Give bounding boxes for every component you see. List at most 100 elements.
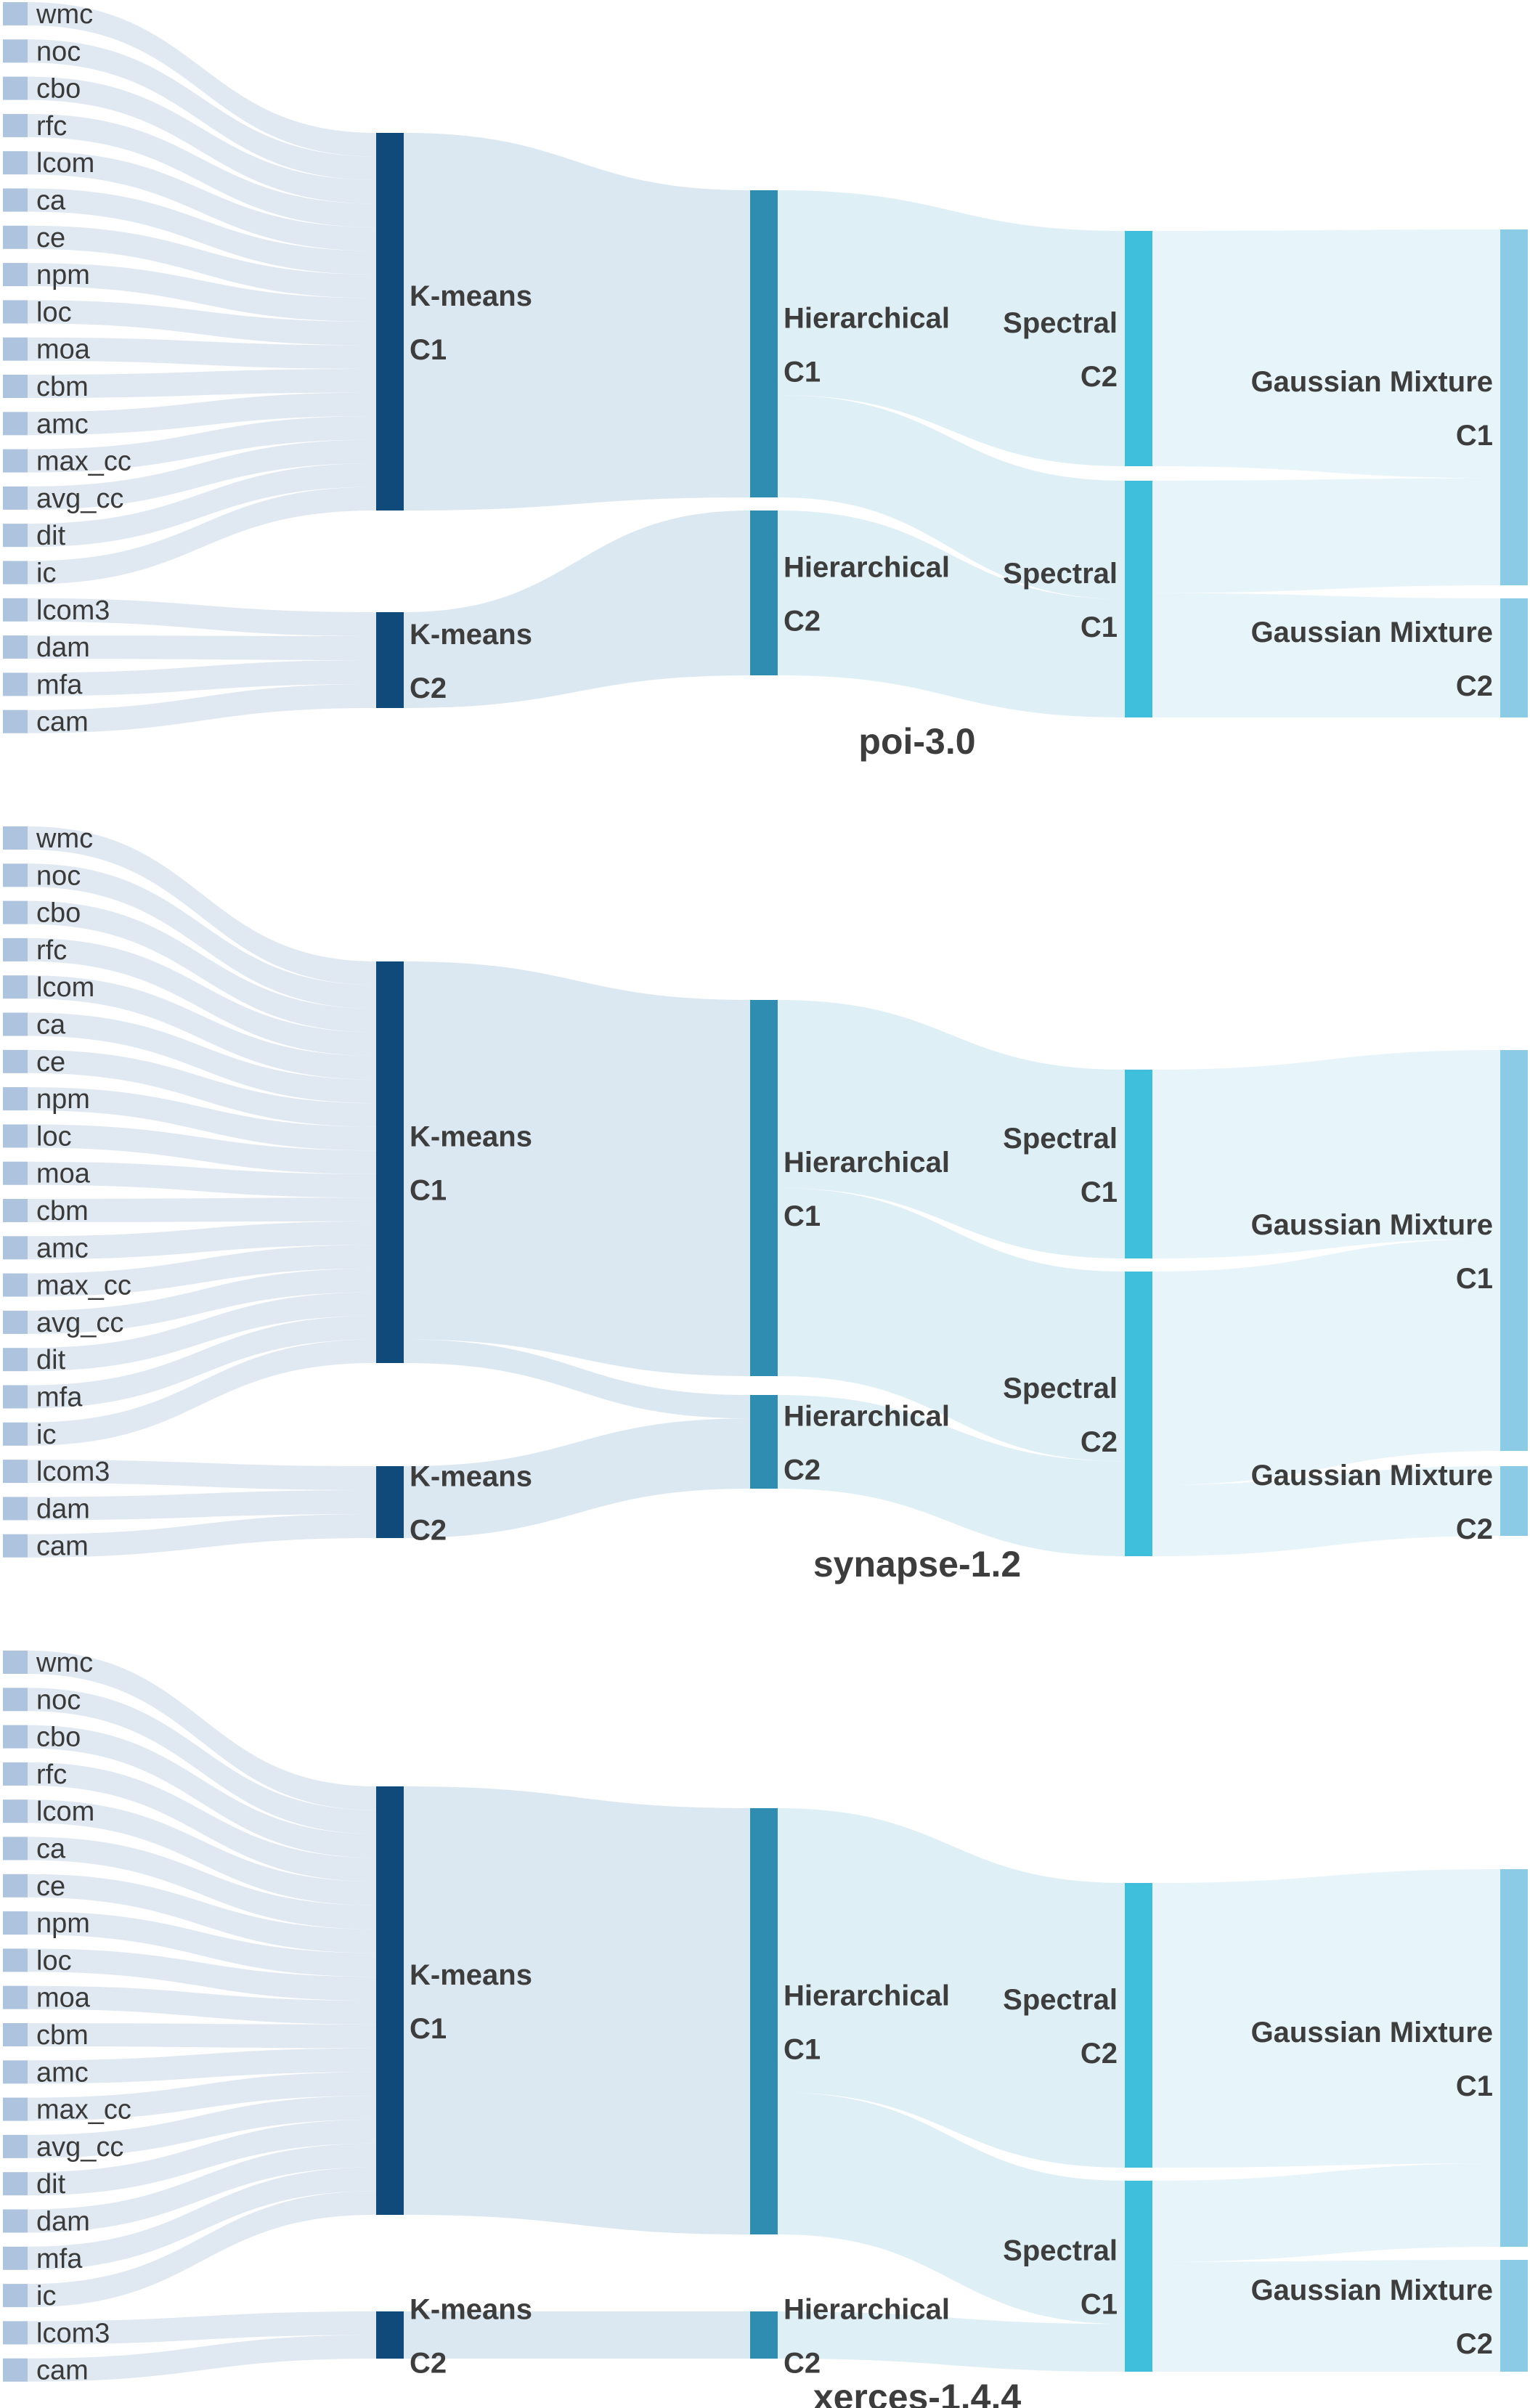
feature-label-cbm: cbm	[36, 372, 89, 402]
link-ce-to-kmeans	[28, 1874, 376, 1953]
feature-label-moa: moa	[36, 335, 91, 365]
link-lcom3-to-kmeans	[28, 2311, 376, 2345]
feature-label-wmc: wmc	[36, 1648, 93, 1678]
feature-node-npm	[3, 263, 28, 287]
feature-node-avg_cc	[3, 486, 28, 510]
feature-label-avg_cc: avg_cc	[36, 2132, 123, 2163]
link-lcom-to-kmeans	[28, 151, 376, 251]
feature-node-npm	[3, 1087, 28, 1111]
diagram-title-1: poi-3.0	[858, 721, 975, 762]
feature-node-amc	[3, 1236, 28, 1260]
hierarchical-label-2-cluster: C2	[784, 606, 821, 638]
feature-node-max_cc	[3, 2097, 28, 2121]
feature-label-dit: dit	[36, 521, 66, 551]
feature-node-mfa	[3, 1385, 28, 1409]
feature-node-lcom3	[3, 598, 28, 622]
spectral-gmm-link-2-2	[1152, 1466, 1500, 1556]
feature-label-rfc: rfc	[36, 1760, 67, 1790]
hierarchical-label-2-name: Hierarchical	[784, 1401, 950, 1433]
kmeans-label-2-cluster: C2	[410, 1515, 447, 1547]
kmeans-node-2	[376, 2311, 404, 2359]
links-layer	[28, 2, 1500, 2382]
feature-label-cbm: cbm	[36, 2020, 89, 2051]
link-cbo-to-kmeans	[28, 76, 376, 204]
feature-label-npm: npm	[36, 1084, 90, 1115]
feature-label-cam: cam	[36, 1532, 89, 1562]
feature-label-lcom: lcom	[36, 148, 94, 179]
feature-node-mfa	[3, 2246, 28, 2270]
spectral-label-2-cluster: C1	[1081, 611, 1118, 643]
link-ce-to-kmeans	[28, 1049, 376, 1127]
feature-node-cam	[3, 2358, 28, 2382]
link-npm-to-kmeans	[28, 263, 376, 322]
kmeans-label-2-cluster: C2	[410, 2348, 447, 2380]
hierarchical-label-1-cluster: C1	[784, 357, 821, 389]
kmeans-label-2-name: K-means	[410, 2294, 532, 2326]
link-ic-to-kmeans	[28, 1339, 376, 1446]
feature-node-noc	[3, 863, 28, 887]
feature-label-noc: noc	[36, 861, 81, 891]
link-cam-to-kmeans	[28, 1514, 376, 1558]
feature-label-ic: ic	[36, 1420, 56, 1450]
labels-layer: wmc noc cbo rfc lcom ca ce npm loc moa cbm amc max_c…	[36, 0, 1493, 2408]
link-amc-to-kmeans	[28, 2048, 376, 2084]
feature-node-wmc	[3, 1651, 28, 1674]
feature-node-wmc	[3, 826, 28, 850]
spectral-label-2-name: Spectral	[1003, 2235, 1118, 2267]
feature-label-cbo: cbo	[36, 898, 81, 929]
feature-node-lcom3	[3, 2321, 28, 2345]
hierarchical-label-1-name: Hierarchical	[784, 1980, 950, 2012]
feature-label-noc: noc	[36, 1685, 81, 1715]
feature-node-noc	[3, 39, 28, 63]
feature-label-amc: amc	[36, 409, 89, 439]
link-ca-to-kmeans	[28, 188, 376, 274]
feature-node-ce	[3, 1049, 28, 1073]
gaussian-node-1	[1500, 1869, 1528, 2247]
feature-label-cbm: cbm	[36, 1196, 89, 1227]
link-moa-to-kmeans	[28, 1161, 376, 1198]
feature-label-avg_cc: avg_cc	[36, 1308, 123, 1338]
feature-node-amc	[3, 2060, 28, 2084]
feature-label-npm: npm	[36, 260, 90, 290]
spectral-gmm-link-2-2	[1152, 593, 1500, 717]
feature-label-cam: cam	[36, 707, 89, 738]
gaussian-label-2-cluster: C2	[1456, 2328, 1493, 2360]
feature-label-wmc: wmc	[36, 823, 93, 854]
hier-spectral-link-1-1	[778, 1808, 1125, 2168]
feature-label-noc: noc	[36, 36, 81, 67]
kmeans-label-1-name: K-means	[410, 1121, 532, 1153]
hier-spectral-link-1-2	[778, 1188, 1125, 1462]
feature-label-dam: dam	[36, 1494, 90, 1524]
link-cbm-to-kmeans	[28, 2023, 376, 2049]
spectral-label-1-cluster: C2	[1081, 361, 1118, 393]
feature-label-wmc: wmc	[36, 0, 93, 30]
feature-label-max_cc: max_cc	[36, 1271, 131, 1301]
hierarchical-node-1	[750, 1000, 778, 1376]
kmeans-label-1-name: K-means	[410, 280, 532, 312]
link-ic-to-kmeans	[28, 2191, 376, 2308]
link-max_cc-to-kmeans	[28, 416, 376, 473]
feature-label-mfa: mfa	[36, 670, 83, 700]
feature-label-ic: ic	[36, 2281, 56, 2311]
kmeans-label-2-name: K-means	[410, 619, 532, 651]
feature-node-avg_cc	[3, 1310, 28, 1334]
link-cbo-to-kmeans	[28, 900, 376, 1033]
link-loc-to-kmeans	[28, 1124, 376, 1174]
feature-label-cam: cam	[36, 2356, 89, 2386]
kmeans-label-2-name: K-means	[410, 1461, 532, 1493]
feature-label-moa: moa	[36, 1983, 91, 2014]
spectral-gmm-link-2-1	[1152, 478, 1500, 593]
hierarchical-label-2-name: Hierarchical	[784, 2294, 950, 2326]
spectral-gmm-link-1-1	[1152, 1050, 1500, 1258]
feature-node-cbm	[3, 2023, 28, 2046]
feature-label-amc: amc	[36, 1233, 89, 1264]
link-noc-to-kmeans	[28, 39, 376, 180]
feature-label-ce: ce	[36, 223, 65, 253]
hierarchical-label-1-name: Hierarchical	[784, 303, 950, 335]
gaussian-label-2-cluster: C2	[1456, 670, 1493, 702]
hierarchical-node-1	[750, 190, 778, 497]
feature-node-mfa	[3, 672, 28, 696]
gaussian-label-2-name: Gaussian Mixture	[1251, 2274, 1493, 2306]
link-rfc-to-kmeans	[28, 113, 376, 227]
feature-label-ce: ce	[36, 1871, 65, 1902]
